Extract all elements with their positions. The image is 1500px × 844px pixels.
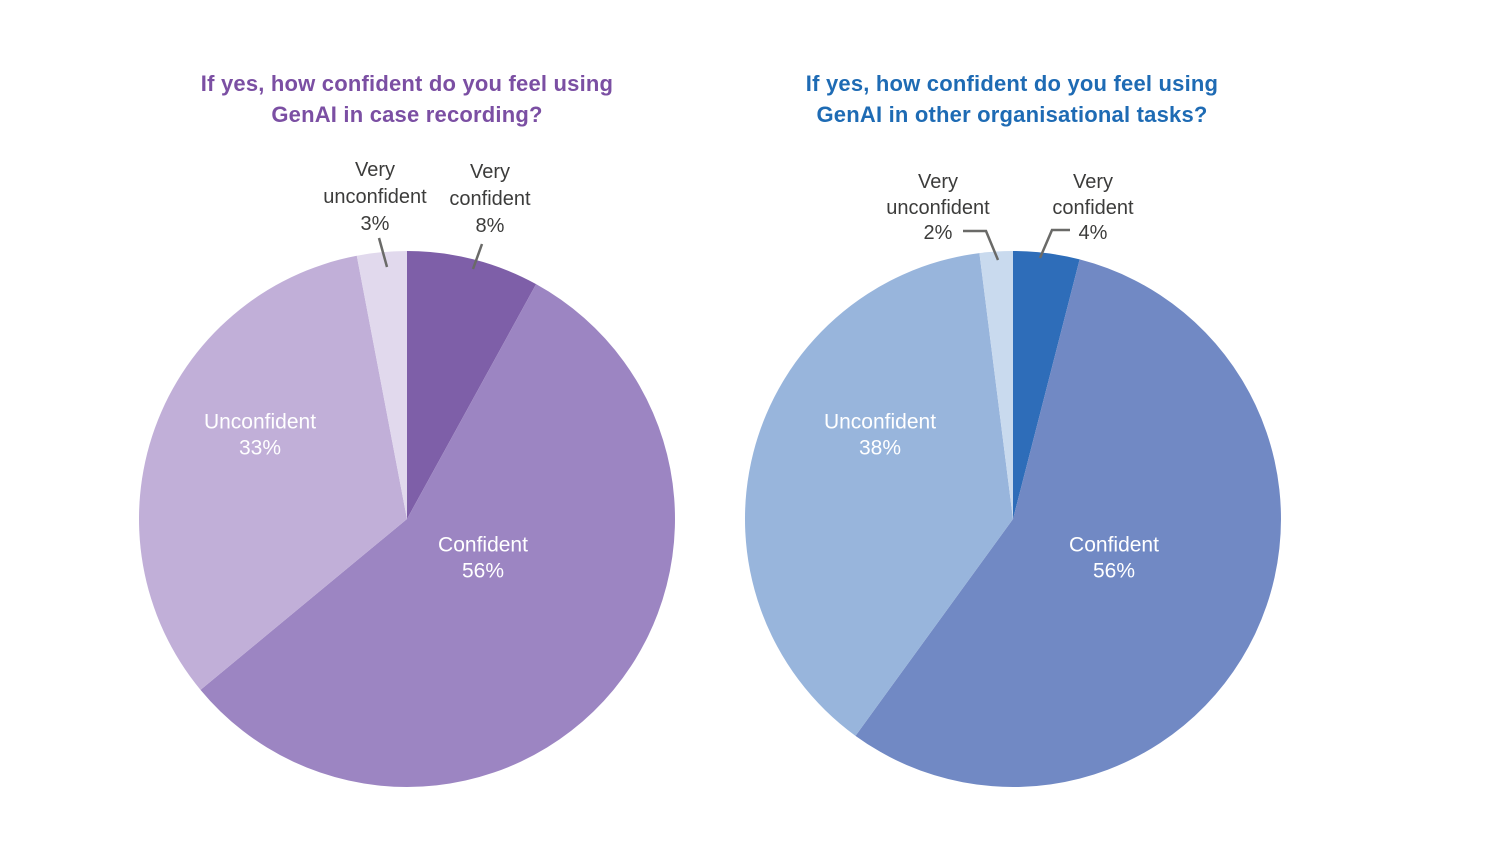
case-recording-inside-label-confident: Confident bbox=[438, 534, 528, 557]
case-recording-slice-very-unconfident bbox=[356, 251, 407, 519]
case-recording-callout-label-very-confident: 8% bbox=[476, 215, 505, 237]
organisational-tasks-callout-label-very-unconfident: 2% bbox=[924, 222, 953, 244]
case-recording-inside-label-unconfident: Unconfident bbox=[204, 411, 316, 434]
organisational-tasks-inside-label-unconfident: 38% bbox=[859, 437, 901, 460]
right-chart-title-line1: If yes, how confident do you feel using bbox=[805, 71, 1219, 96]
case-recording-callout-line-very-confident bbox=[471, 243, 484, 270]
organisational-tasks-slice-very-confident bbox=[1013, 251, 1080, 519]
left-chart-title: If yes, how confident do you feel using … bbox=[107, 68, 707, 130]
case-recording-callout-label-very-unconfident: 3% bbox=[361, 213, 390, 235]
left-chart-title-line1: If yes, how confident do you feel using bbox=[200, 71, 614, 96]
case-recording-slice-confident bbox=[200, 284, 675, 787]
organisational-tasks-callout-label-very-confident: confident bbox=[1052, 197, 1134, 219]
case-recording-callout-label-very-unconfident: unconfident bbox=[323, 186, 427, 208]
case-recording-callout-label-very-confident: confident bbox=[449, 188, 531, 210]
case-recording-callout-label-very-unconfident: Very bbox=[355, 159, 395, 181]
case-recording-inside-label-confident: 56% bbox=[462, 560, 504, 583]
case-recording-callout-label-very-confident: Very bbox=[470, 161, 510, 183]
organisational-tasks-inside-label-confident: 56% bbox=[1093, 560, 1135, 583]
right-chart-title-line2: GenAI in other organisational tasks? bbox=[816, 102, 1208, 127]
right-chart-title: If yes, how confident do you feel using … bbox=[712, 68, 1312, 130]
organisational-tasks-slice-very-unconfident bbox=[979, 251, 1013, 519]
organisational-tasks-callout-label-very-confident: 4% bbox=[1079, 222, 1108, 244]
case-recording-callout-line-very-unconfident bbox=[377, 237, 389, 268]
organisational-tasks-callout-label-very-unconfident: unconfident bbox=[886, 197, 990, 219]
case-recording-slice-unconfident bbox=[138, 255, 407, 690]
organisational-tasks-slice-unconfident bbox=[744, 253, 1013, 736]
organisational-tasks-callout-label-very-confident: Very bbox=[1073, 171, 1113, 193]
organisational-tasks-inside-label-unconfident: Unconfident bbox=[824, 411, 936, 434]
case-recording-inside-label-unconfident: 33% bbox=[239, 437, 281, 460]
case-recording-slice-very-confident bbox=[407, 251, 537, 519]
organisational-tasks-callout-label-very-unconfident: Very bbox=[918, 171, 958, 193]
organisational-tasks-inside-label-confident: Confident bbox=[1069, 534, 1159, 557]
organisational-tasks-callout-line-very-unconfident bbox=[963, 229, 1000, 261]
organisational-tasks-slice-confident bbox=[855, 259, 1281, 787]
organisational-tasks-callout-line-very-confident bbox=[1038, 228, 1070, 259]
left-chart-title-line2: GenAI in case recording? bbox=[271, 102, 543, 127]
